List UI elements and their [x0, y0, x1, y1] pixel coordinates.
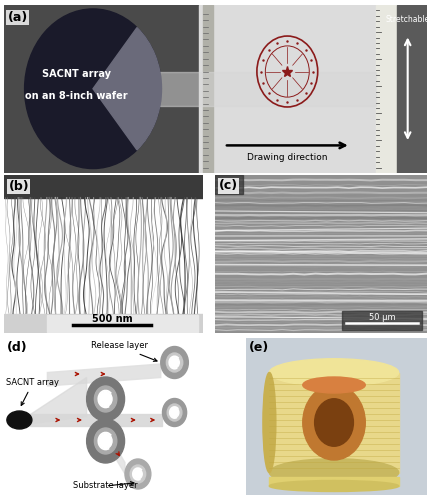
- Bar: [396, 5, 426, 172]
- Bar: [4, 175, 202, 198]
- Ellipse shape: [269, 480, 398, 492]
- Circle shape: [169, 357, 179, 368]
- Circle shape: [25, 9, 161, 168]
- Bar: [269, 477, 398, 486]
- Bar: [4, 5, 198, 172]
- Circle shape: [86, 419, 124, 463]
- Bar: [4, 314, 202, 332]
- Circle shape: [86, 377, 124, 421]
- Circle shape: [94, 386, 117, 412]
- Circle shape: [99, 392, 112, 406]
- Text: Substrate layer: Substrate layer: [73, 482, 138, 490]
- Polygon shape: [112, 441, 125, 474]
- Ellipse shape: [262, 372, 275, 472]
- Ellipse shape: [269, 358, 398, 386]
- Bar: [47, 314, 198, 332]
- Circle shape: [170, 408, 178, 418]
- Ellipse shape: [302, 377, 364, 393]
- Circle shape: [162, 398, 186, 426]
- Text: 50 μm: 50 μm: [368, 312, 395, 322]
- Circle shape: [160, 346, 188, 378]
- Text: 500 nm: 500 nm: [92, 314, 132, 324]
- Text: (b): (b): [9, 180, 29, 193]
- Ellipse shape: [7, 411, 32, 429]
- Circle shape: [130, 465, 145, 483]
- Text: (d): (d): [6, 342, 27, 354]
- Bar: [375, 5, 396, 172]
- Bar: [203, 5, 213, 172]
- Bar: [198, 5, 426, 172]
- Circle shape: [94, 428, 117, 454]
- Text: (e): (e): [249, 342, 269, 354]
- Text: SACNT array: SACNT array: [6, 378, 59, 406]
- Ellipse shape: [269, 459, 398, 486]
- Text: Drawing direction: Drawing direction: [246, 153, 327, 162]
- Circle shape: [166, 353, 182, 372]
- Circle shape: [133, 469, 142, 479]
- Circle shape: [167, 404, 181, 421]
- Bar: [156, 72, 375, 106]
- Wedge shape: [93, 28, 161, 150]
- Text: on an 8-inch wafer: on an 8-inch wafer: [25, 91, 127, 101]
- Circle shape: [125, 459, 150, 489]
- Circle shape: [99, 434, 112, 448]
- Bar: [341, 311, 421, 330]
- Ellipse shape: [302, 385, 364, 460]
- Polygon shape: [28, 378, 86, 424]
- Polygon shape: [30, 414, 162, 426]
- Text: Stretchable: Stretchable: [385, 16, 429, 24]
- Bar: [215, 175, 243, 194]
- Polygon shape: [47, 364, 160, 386]
- Text: SACNT array: SACNT array: [42, 69, 111, 79]
- Bar: [269, 372, 398, 472]
- Text: (c): (c): [218, 180, 237, 192]
- Text: (a): (a): [8, 11, 28, 24]
- Text: Release layer: Release layer: [90, 342, 157, 361]
- Ellipse shape: [314, 399, 353, 446]
